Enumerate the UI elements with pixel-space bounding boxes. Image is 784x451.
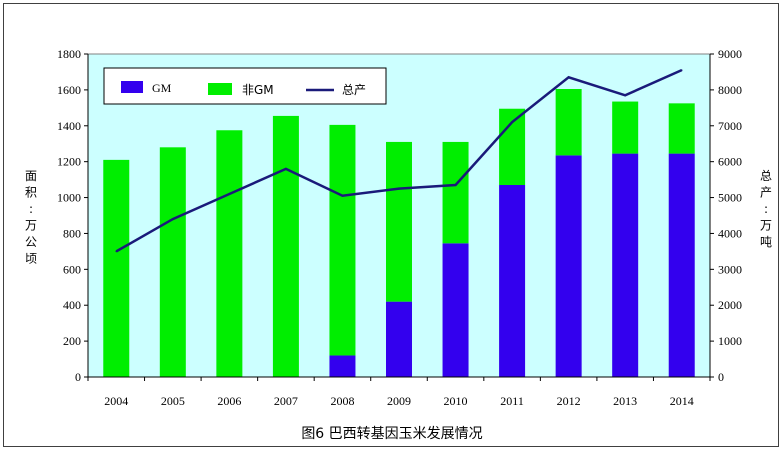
x-tick-label: 2012 <box>557 394 581 408</box>
bar-gm-2008 <box>329 355 356 377</box>
legend: GM 非GM 总产 <box>103 67 387 105</box>
right-tick-label: 1000 <box>718 334 742 348</box>
left-tick-label: 800 <box>63 226 81 240</box>
left-tick-label: 0 <box>75 370 81 384</box>
legend-label-non-gm: 非GM <box>242 83 274 97</box>
line-point-2009 <box>398 187 400 190</box>
right-tick-label: 4000 <box>718 226 742 240</box>
axis-label-char: 产 <box>760 186 772 200</box>
right-axis: 0 1000 2000 3000 4000 5000 6000 7000 8000 9000 <box>709 47 742 384</box>
bar-gm-2010 <box>442 243 469 377</box>
left-axis-label: 面积: 万公顷 <box>25 169 37 266</box>
x-tick-label: 2008 <box>330 394 354 408</box>
axis-label-char: 积 <box>25 186 37 200</box>
chart-caption: 图6 巴西转基因玉米发展情况 <box>301 425 482 442</box>
legend-label-total: 总产 <box>342 83 366 97</box>
right-tick-label: 9000 <box>718 47 742 61</box>
line-point-2004 <box>115 250 118 253</box>
left-tick-label: 1400 <box>57 119 81 133</box>
bar-non-gm-2008 <box>329 124 356 356</box>
right-tick-label: 2000 <box>718 298 742 312</box>
bar-non-gm-2009 <box>386 141 412 302</box>
line-point-2012 <box>567 76 570 79</box>
left-tick-label: 600 <box>63 262 81 276</box>
right-tick-label: 8000 <box>718 83 742 97</box>
bar-non-gm-2013 <box>612 101 639 154</box>
left-tick-label: 1200 <box>57 155 81 169</box>
left-tick-label: 1000 <box>57 191 81 205</box>
left-tick-label: 200 <box>63 334 81 348</box>
line-point-2006 <box>228 193 231 195</box>
right-tick-label: 0 <box>718 370 724 384</box>
bar-non-gm-2012 <box>555 88 582 156</box>
right-tick-label: 3000 <box>718 262 742 276</box>
bar-non-gm-2006 <box>216 130 243 377</box>
bar-non-gm-2004 <box>103 159 130 377</box>
axis-label-char: 公 <box>25 235 37 249</box>
axis-label-char: 面 <box>25 169 37 183</box>
line-point-2010 <box>454 184 457 186</box>
line-point-2007 <box>285 168 287 170</box>
x-tick-label: 2007 <box>274 394 298 408</box>
left-tick-label: 400 <box>63 298 81 312</box>
x-tick-label: 2004 <box>104 394 128 408</box>
axis-label-char: 顷 <box>25 252 37 266</box>
x-tick-label: 2005 <box>161 394 185 408</box>
bar-gm-2013 <box>612 153 639 377</box>
x-tick-label: 2013 <box>613 394 637 408</box>
axis-label-char: 总 <box>760 169 772 183</box>
bar-gm-2011 <box>499 184 526 377</box>
line-point-2014 <box>680 69 683 71</box>
right-tick-label: 7000 <box>718 119 742 133</box>
bar-non-gm-2014 <box>668 103 695 154</box>
line-point-2011 <box>511 121 513 123</box>
axis-label-char: 吨 <box>760 235 772 249</box>
left-tick-label: 1600 <box>57 83 81 97</box>
x-tick-label: 2009 <box>387 394 411 408</box>
x-tick-label: 2011 <box>500 394 524 408</box>
bar-non-gm-2007 <box>272 115 299 378</box>
right-tick-label: 5000 <box>718 191 742 205</box>
legend-box <box>103 67 387 105</box>
legend-label-gm: GM <box>152 81 172 95</box>
bars-group <box>103 88 695 378</box>
legend-swatch-gm <box>121 81 143 93</box>
right-axis-label: 总产: 万吨 <box>760 169 772 249</box>
bar-gm-2012 <box>555 155 582 377</box>
axis-label-char: 万 <box>25 219 37 233</box>
bar-non-gm-2011 <box>499 108 526 185</box>
axis-label-char: : <box>764 202 768 216</box>
x-tick-label: 2006 <box>217 394 241 408</box>
bar-non-gm-2005 <box>159 147 186 377</box>
line-point-2008 <box>341 194 344 197</box>
bar-gm-2014 <box>668 153 695 377</box>
legend-swatch-non-gm <box>208 83 232 95</box>
x-axis: 2004 2005 2006 2007 2008 2009 2010 2011 2012 2013… <box>87 376 711 408</box>
bar-gm-2009 <box>386 301 412 377</box>
x-tick-label: 2010 <box>444 394 468 408</box>
x-tick-label: 2014 <box>670 394 694 408</box>
axis-label-char: 万 <box>760 219 772 233</box>
right-tick-label: 6000 <box>718 155 742 169</box>
axis-label-char: : <box>29 202 33 216</box>
line-point-2013 <box>624 94 626 97</box>
left-axis: 0 200 400 600 800 1000 1200 1400 1600 1800 <box>57 47 89 384</box>
bar-non-gm-2010 <box>442 141 469 244</box>
line-group <box>115 69 683 253</box>
left-tick-label: 1800 <box>57 47 81 61</box>
line-point-2005 <box>172 218 174 220</box>
